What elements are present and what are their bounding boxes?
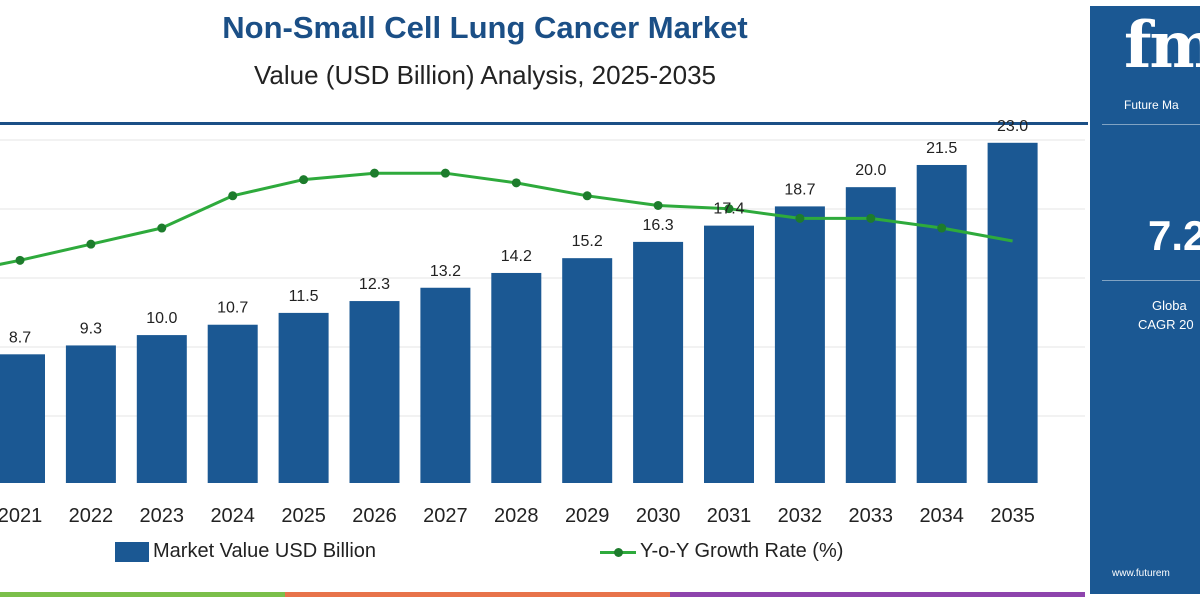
x-tick-2035: 2035 [990,505,1035,527]
x-tick-2032: 2032 [778,505,823,527]
bar-label-2035: 23.0 [997,118,1028,135]
growth-line [0,168,1013,266]
bar-2029 [562,258,613,483]
growth-point-2031 [724,204,734,214]
x-tick-2028: 2028 [494,505,539,527]
growth-point-2025 [299,175,309,185]
growth-point-2024 [228,191,238,201]
bar-2022 [65,345,116,483]
bar-label-2021: 8.7 [9,329,31,346]
growth-point-2034 [937,223,947,233]
x-tick-2024: 2024 [210,505,255,527]
bar-label-2024: 10.7 [217,300,248,317]
footer-segment-orange [285,592,670,597]
bar-labels: 8.7 9.3 10.0 10.7 11.5 12.3 13.2 14.2 15.2 16.3 17… [9,118,1028,347]
growth-point-2030 [653,200,663,210]
growth-point-2027 [440,168,450,178]
growth-point-2023 [157,223,167,233]
footer-segment-green [0,592,285,597]
legend-bar-label: Market Value USD Billion [153,540,377,562]
growth-point-2032 [795,213,805,223]
x-tick-2023: 2023 [140,505,185,527]
cagr-value: 7.2 [1148,212,1200,259]
bar-2034 [916,164,967,483]
footer-color-strip [0,590,1085,600]
bar-2027 [420,287,471,483]
x-tick-2034: 2034 [919,505,964,527]
bar-2028 [491,272,542,483]
bar-2025 [278,312,329,483]
bar-label-2034: 21.5 [926,140,957,157]
bar-2035 [987,142,1038,483]
bar-2026 [349,301,400,483]
cagr-label-line-2: CAGR 20 [1138,317,1194,332]
growth-point-2029 [582,191,592,201]
bar-label-2028: 14.2 [501,248,532,265]
legend-line-label: Y-o-Y Growth Rate (%) [640,540,844,562]
x-tick-2021: 2021 [0,505,42,527]
bar-2024 [207,324,258,483]
bar-label-2023: 10.0 [146,310,177,327]
growth-point-2021 [15,255,25,265]
growth-point-2028 [511,178,521,188]
bar-label-2027: 13.2 [430,263,461,280]
x-tick-2030: 2030 [636,505,681,527]
chart-svg: 8.7 9.3 10.0 10.7 11.5 12.3 13.2 14.2 15.2 16.3 17… [0,118,1085,527]
bar-label-2022: 9.3 [80,320,102,337]
chart-title: Non-Small Cell Lung Cancer Market [222,10,748,45]
panel-divider [1102,280,1200,281]
bar-2033 [845,187,896,483]
website-text: www.futurem [1112,568,1170,579]
grid [0,139,1085,417]
fmi-logo: fmi [1124,8,1200,83]
legend-item-market-value: Market Value USD Billion [115,540,376,563]
bar-2030 [633,241,684,483]
x-tick-2025: 2025 [281,505,326,527]
bar-label-2031: 17.4 [713,201,744,218]
growth-rate-line [0,171,1013,266]
growth-point-2026 [370,168,379,178]
bar-label-2025: 11.5 [289,288,319,305]
title-divider [0,122,1088,125]
x-tick-2027: 2027 [423,505,468,527]
legend-line-swatch [600,542,636,562]
bar-2021 [0,354,45,483]
bar-2031 [704,225,754,483]
legend: Market Value USD Billion Y-o-Y Growth Ra… [0,540,1085,572]
chart-subtitle: Value (USD Billion) Analysis, 2025-2035 [254,60,716,90]
bar-label-2032: 18.7 [784,181,815,198]
bar-label-2030: 16.3 [643,217,674,234]
legend-bar-swatch [115,541,149,562]
bar-label-2026: 12.3 [359,276,390,293]
cagr-label-line-1: Globa [1152,298,1187,313]
x-tick-2031: 2031 [707,505,752,527]
growth-point-2033 [866,213,876,223]
x-tick-2029: 2029 [565,505,610,527]
growth-point-2022 [86,239,96,249]
footer-segment-purple [670,592,1085,597]
legend-item-growth-rate: Y-o-Y Growth Rate (%) [600,540,843,563]
bar-2032 [774,206,825,484]
brand-side-panel: fmi Future Ma 7.2 Globa CAGR 20 www.futu… [1090,6,1200,594]
x-tick-2033: 2033 [849,505,894,527]
bar-label-2033: 20.0 [855,162,886,179]
bar-2023 [136,335,187,483]
x-tick-labels: 2021 2022 2023 2024 2025 2026 2027 2028 2029 2030… [0,505,1035,527]
x-tick-2022: 2022 [69,505,114,527]
logo-tagline: Future Ma [1124,98,1179,112]
bars [0,142,1038,484]
panel-divider [1102,124,1200,125]
bar-label-2029: 15.2 [572,233,603,250]
x-tick-2026: 2026 [352,505,397,527]
